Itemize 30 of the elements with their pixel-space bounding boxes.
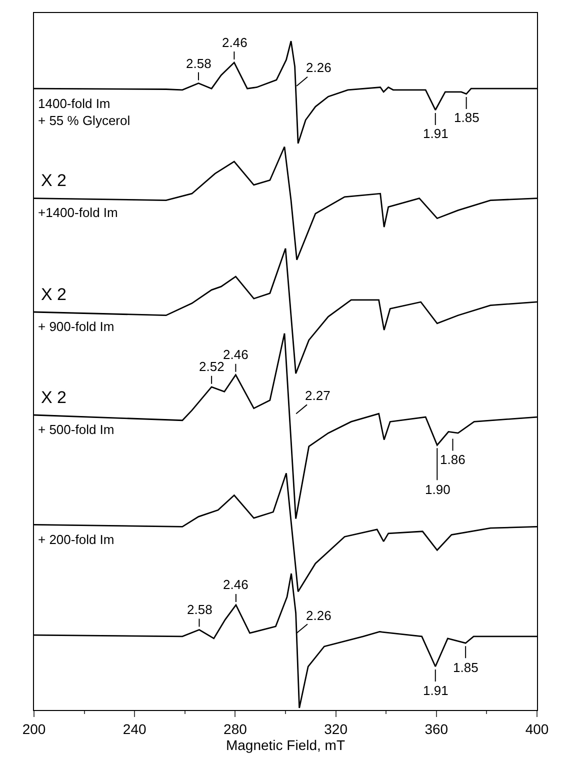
annotation: 1.85 <box>454 110 480 125</box>
annotation: 2.27 <box>305 388 330 403</box>
annotation: 1.91 <box>423 126 448 141</box>
annotation: 1.86 <box>440 452 466 467</box>
annotation: 2.46 <box>223 577 248 592</box>
series-label: + 500-fold Im <box>38 422 114 437</box>
x-tick-label: 320 <box>324 720 348 737</box>
annotation: X 2 <box>41 171 67 190</box>
series-label: + 900-fold Im <box>38 319 114 334</box>
series-label: + 200-fold Im <box>38 532 114 547</box>
x-tick-label: 200 <box>22 720 46 737</box>
annotation: 2.52 <box>199 359 224 374</box>
x-tick-label: 400 <box>525 720 549 737</box>
x-tick-label: 360 <box>424 720 448 737</box>
annotation: 2.46 <box>222 35 248 50</box>
annotation: X 2 <box>41 388 67 407</box>
annotation: 2.26 <box>306 608 332 623</box>
annotation: 2.58 <box>187 602 212 617</box>
annotation: 1.85 <box>453 660 478 675</box>
annotation: X 2 <box>41 285 67 304</box>
annotation: 1.91 <box>423 683 448 698</box>
annotation: 2.26 <box>306 60 332 75</box>
x-tick-label: 240 <box>122 720 146 737</box>
annotation: 2.46 <box>223 347 248 362</box>
x-tick-label: 280 <box>224 720 248 737</box>
annotation: 1.90 <box>425 482 450 497</box>
x-axis-title: Magnetic Field, mT <box>226 736 346 753</box>
annotation: 2.58 <box>186 56 212 71</box>
series-label: 1400-fold Im + 55 % Glycerol <box>38 96 130 128</box>
series-label: +1400-fold Im <box>38 205 118 220</box>
